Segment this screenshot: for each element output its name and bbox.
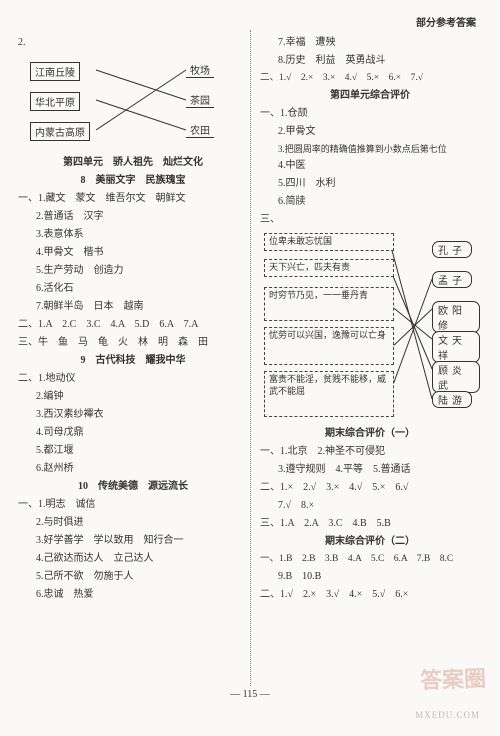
diag1-left-2: 内蒙古高原: [30, 122, 90, 141]
name-pill: 顾炎武: [432, 361, 480, 393]
u4eval-line: 4.中医: [260, 157, 480, 175]
s8-line: 3.表意体系: [18, 226, 248, 244]
s8-line: 7.朝鲜半岛 日本 越南: [18, 298, 248, 316]
s10-line: 6.忠诚 热爱: [18, 586, 248, 604]
u4eval-line: 三、: [260, 211, 480, 229]
s10-line: 5.己所不欲 勿施于人: [18, 568, 248, 586]
footer-url: MXEDU.COM: [415, 710, 480, 720]
s8-line: 6.活化石: [18, 280, 248, 298]
s8-line: 5.生产劳动 创造力: [18, 262, 248, 280]
diag1-left-0: 江南丘陵: [30, 62, 80, 81]
final2-title: 期末综合评价（二）: [260, 533, 480, 551]
s10-line: 一、1.明志 诚信: [18, 496, 248, 514]
s8-line: 一、1.藏文 蒙文 维吾尔文 朝鲜文: [18, 190, 248, 208]
diag1-left-1: 华北平原: [30, 92, 80, 111]
final2-line: 一、1.B 2.B 3.B 4.A 5.C 6.A 7.B 8.C: [260, 551, 480, 568]
final1-line: 3.遵守规则 4.平等 5.普通话: [260, 461, 480, 479]
s8-line: 4.甲骨文 楷书: [18, 244, 248, 262]
s8-line: 2.普通话 汉字: [18, 208, 248, 226]
diagram-matching-2: 位卑未敢忘忧国 天下兴亡，匹夫有责 时穷节乃见，一一垂丹青 忧劳可以兴国，逸豫可…: [260, 231, 480, 421]
s9-line: 6.赵州桥: [18, 460, 248, 478]
q2-label: 2.: [18, 34, 248, 52]
u4eval-line: 2.甲骨文: [260, 123, 480, 141]
s9-line: 4.司母戊鼎: [18, 424, 248, 442]
final1-line: 一、1.北京 2.神圣不可侵犯: [260, 443, 480, 461]
final1-title: 期末综合评价（一）: [260, 425, 480, 443]
s9-line: 3.西汉素纱襌衣: [18, 406, 248, 424]
s9-line: 2.编钟: [18, 388, 248, 406]
quote-box: 时穷节乃见，一一垂丹青: [264, 287, 394, 321]
section10-title: 10 传统美德 源远流长: [18, 478, 248, 496]
s10-line: 4.己欲达而达人 立己达人: [18, 550, 248, 568]
left-column: 2. 江南丘陵 华北平原 内蒙古高原 牧场 茶园 农田 第四单元 骄人祖先 灿烂…: [18, 34, 248, 604]
diag1-right-0: 牧场: [186, 62, 214, 78]
quote-box: 位卑未敢忘忧国: [264, 233, 394, 251]
u4eval-line: 一、1.仓颉: [260, 105, 480, 123]
final2-line: 9.B 10.B: [260, 568, 480, 586]
unit4-eval-title: 第四单元综合评价: [260, 87, 480, 105]
quote-box: 富贵不能淫，贫贱不能移，威武不能屈: [264, 371, 394, 417]
diag1-right-1: 茶园: [186, 92, 214, 108]
u4eval-line: 3.把圆周率的精确值推算到小数点后第七位: [260, 141, 480, 157]
final1-line: 7.√ 8.×: [260, 497, 480, 515]
name-pill: 陆游: [432, 391, 472, 408]
cont-line: 8.历史 利益 英勇战斗: [260, 52, 480, 70]
name-pill: 文天祥: [432, 331, 480, 363]
final1-line: 三、1.A 2.A 3.C 4.B 5.B: [260, 515, 480, 533]
final2-line: 二、1.√ 2.× 3.√ 4.× 5.√ 6.×: [260, 586, 480, 604]
page-number: — 115 —: [0, 689, 500, 700]
s9-line: 5.都江堰: [18, 442, 248, 460]
u4eval-line: 5.四川 水利: [260, 175, 480, 193]
cont-line: 二、1.√ 2.× 3.× 4.√ 5.× 6.× 7.√: [260, 70, 480, 87]
quote-box: 天下兴亡，匹夫有责: [264, 259, 394, 277]
quote-box: 忧劳可以兴国，逸豫可以亡身: [264, 327, 394, 365]
final1-line: 二、1.× 2.√ 3.× 4.√ 5.× 6.√: [260, 479, 480, 497]
section8-title: 8 美丽文字 民族瑰宝: [18, 172, 248, 190]
u4eval-line: 6.简牍: [260, 193, 480, 211]
cont-line: 7.幸福 遭殃: [260, 34, 480, 52]
page-header: 部分参考答案: [416, 14, 476, 29]
unit4-title: 第四单元 骄人祖先 灿烂文化: [18, 154, 248, 172]
name-pill: 孟子: [432, 271, 472, 288]
s10-line: 2.与时俱进: [18, 514, 248, 532]
name-pill: 欧阳修: [432, 301, 480, 333]
diag1-right-2: 农田: [186, 122, 214, 138]
s9-line: 二、1.地动仪: [18, 370, 248, 388]
name-pill: 孔子: [432, 241, 472, 258]
diagram-matching-1: 江南丘陵 华北平原 内蒙古高原 牧场 茶园 农田: [26, 56, 236, 146]
section9-title: 9 古代科技 耀我中华: [18, 352, 248, 370]
column-divider: [250, 30, 251, 686]
s8-line: 二、1.A 2.C 3.C 4.A 5.D 6.A 7.A: [18, 316, 248, 334]
s8-line: 三、牛 鱼 马 龟 火 林 明 森 田: [18, 334, 248, 352]
right-column: 7.幸福 遭殃 8.历史 利益 英勇战斗 二、1.√ 2.× 3.× 4.√ 5…: [260, 34, 480, 604]
s10-line: 3.好学善学 学以致用 知行合一: [18, 532, 248, 550]
